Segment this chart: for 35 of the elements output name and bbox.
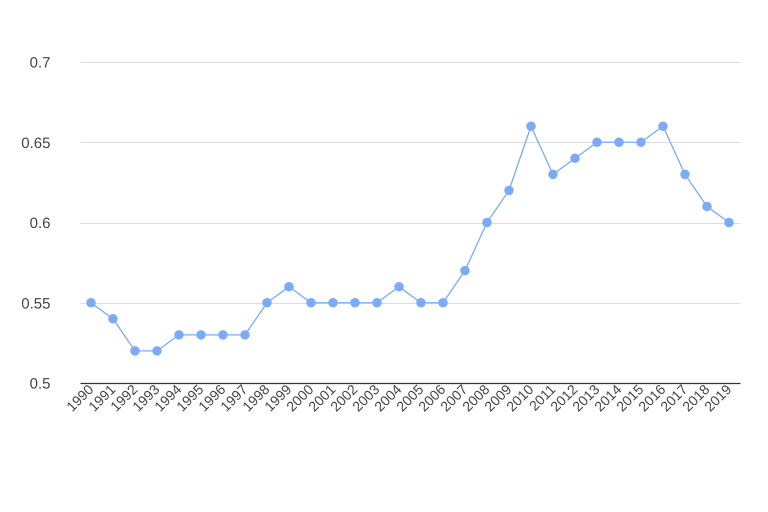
point	[174, 330, 184, 340]
point	[108, 314, 118, 324]
y-tick-label: 0.5	[30, 376, 50, 392]
point	[548, 170, 558, 180]
point	[438, 298, 448, 308]
point	[724, 218, 734, 228]
point	[482, 218, 492, 228]
point	[526, 121, 536, 131]
point	[196, 330, 206, 340]
point	[130, 346, 140, 356]
point	[306, 298, 316, 308]
point	[394, 282, 404, 292]
point	[262, 298, 272, 308]
point	[152, 346, 162, 356]
y-tick-label: 0.6	[30, 215, 50, 232]
point	[570, 154, 580, 164]
point	[592, 138, 602, 147]
point	[658, 121, 668, 131]
point	[328, 298, 338, 308]
y-tick-label: 0.7	[30, 54, 50, 72]
point	[460, 266, 470, 276]
point	[240, 330, 250, 340]
point	[86, 298, 96, 308]
point	[614, 138, 624, 147]
point	[284, 282, 294, 292]
point	[416, 298, 426, 308]
y-tick-label: 0.55	[21, 295, 50, 312]
point	[372, 298, 382, 308]
point	[636, 138, 646, 147]
point	[504, 186, 514, 196]
y-tick-label: 0.65	[21, 134, 50, 152]
point	[350, 298, 360, 308]
point	[218, 330, 228, 340]
point	[680, 170, 690, 180]
point	[702, 202, 712, 212]
